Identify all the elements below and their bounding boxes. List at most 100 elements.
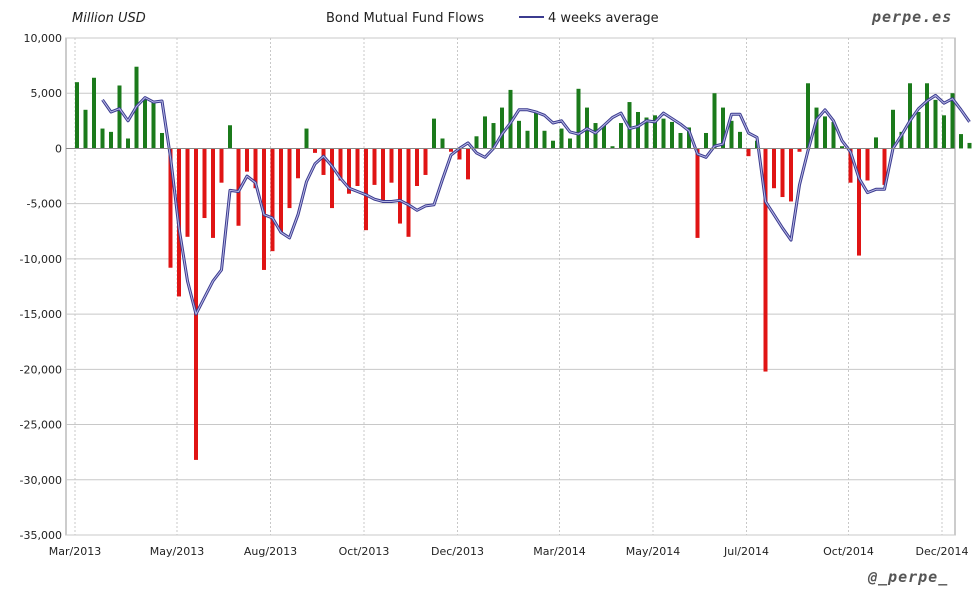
- flow-bar: [381, 148, 385, 202]
- flow-bar: [950, 93, 955, 149]
- flow-bar: [474, 136, 479, 149]
- y-tick-label: -35,000: [20, 529, 62, 542]
- y-tick-label: -25,000: [20, 419, 62, 432]
- flow-bar: [865, 148, 870, 181]
- flow-bar: [202, 148, 207, 219]
- flow-bar: [389, 148, 394, 183]
- flow-bar: [415, 148, 419, 186]
- flow-bar: [296, 148, 300, 179]
- flow-bar: [423, 148, 428, 175]
- flow-bar: [636, 111, 640, 149]
- flow-bar: [525, 130, 530, 149]
- flow-bar: [661, 118, 666, 149]
- x-tick-label: Mar/2013: [49, 545, 101, 558]
- average-line-inner: [102, 94, 970, 315]
- x-tick-label: Dec/2013: [431, 545, 484, 558]
- y-tick-label: -20,000: [20, 363, 62, 376]
- flow-bar: [287, 148, 292, 209]
- flow-bar: [806, 83, 810, 149]
- flow-bar: [160, 132, 164, 149]
- flow-bar: [321, 148, 326, 175]
- flow-bar: [236, 148, 241, 226]
- twitter-handle-label: @_perpe_: [867, 568, 948, 586]
- flow-bar: [347, 148, 351, 194]
- flow-bar: [619, 123, 623, 149]
- flow-bar: [117, 85, 122, 149]
- axes: 10,000 5,000 0 -5,000 -10,000 -15,000 -20,000 -…: [20, 32, 969, 558]
- flow-bar: [185, 148, 190, 237]
- flow-bar: [406, 148, 411, 237]
- flow-bar: [168, 148, 173, 268]
- flow-bar: [449, 148, 453, 152]
- flow-bar: [517, 120, 521, 149]
- flow-bar: [372, 148, 377, 185]
- flow-bar: [194, 148, 198, 460]
- flow-bar: [338, 148, 343, 181]
- flow-bar: [432, 118, 436, 149]
- flow-bar: [704, 132, 708, 149]
- flow-bar: [942, 115, 946, 149]
- flow-bar: [542, 130, 547, 149]
- flow-bar: [670, 121, 674, 149]
- flow-bar: [440, 138, 445, 149]
- flow-bar: [568, 138, 572, 149]
- flow-bar: [508, 89, 513, 149]
- site-brand-label: perpe.es: [871, 8, 952, 26]
- grid: [65, 37, 956, 536]
- x-tick-label: Oct/2013: [339, 545, 390, 558]
- flow-bar: [857, 148, 861, 256]
- flow-bar: [92, 77, 96, 149]
- flow-bar: [245, 148, 249, 172]
- x-tick-label: May/2013: [150, 545, 204, 558]
- flow-bar: [364, 148, 368, 231]
- x-tick-label: Aug/2013: [244, 545, 297, 558]
- flow-bar: [576, 88, 581, 149]
- flow-bar: [772, 148, 776, 189]
- flow-bar: [797, 148, 802, 152]
- x-tick-label: May/2014: [626, 545, 680, 558]
- flow-bar: [500, 107, 504, 149]
- flow-bar: [551, 140, 555, 149]
- flow-bar: [882, 148, 887, 185]
- flow-bar: [780, 148, 785, 198]
- flow-bar: [874, 137, 878, 149]
- flow-bar: [959, 134, 963, 149]
- flow-bar: [916, 111, 921, 149]
- flow-bar: [253, 148, 258, 189]
- flow-bar: [712, 93, 717, 149]
- flow-bar: [687, 127, 691, 149]
- flow-bar: [211, 148, 215, 238]
- flow-bar: [491, 123, 496, 149]
- flow-bar: [627, 102, 632, 149]
- flow-bar: [729, 120, 734, 149]
- flow-bar: [738, 131, 742, 149]
- flow-bar: [721, 107, 725, 149]
- flow-bar: [678, 132, 683, 149]
- y-tick-label: -5,000: [27, 198, 62, 211]
- y-tick-label: -10,000: [20, 253, 62, 266]
- flow-bar: [908, 83, 912, 149]
- flow-bar: [695, 148, 700, 238]
- flow-bar: [848, 148, 853, 183]
- flow-bar: [83, 109, 88, 149]
- x-tick-label: Mar/2014: [533, 545, 585, 558]
- flow-bar: [313, 148, 317, 153]
- flow-bar: [279, 148, 283, 233]
- flow-bar: [831, 121, 836, 149]
- flow-bar: [151, 102, 156, 149]
- flow-bar: [398, 148, 402, 224]
- flow-bar: [457, 148, 462, 160]
- flow-bar: [925, 83, 929, 149]
- y-tick-label: 10,000: [24, 32, 63, 45]
- flow-bar: [763, 148, 768, 372]
- flow-bar: [789, 148, 793, 202]
- flow-bar: [746, 148, 751, 157]
- flow-bar: [610, 146, 615, 149]
- flow-bar: [330, 148, 334, 209]
- y-tick-label: 0: [55, 142, 62, 155]
- flow-bar: [602, 125, 606, 149]
- x-tick-label: Jul/2014: [723, 545, 769, 558]
- flow-bar: [219, 148, 224, 183]
- flow-bar: [228, 125, 232, 149]
